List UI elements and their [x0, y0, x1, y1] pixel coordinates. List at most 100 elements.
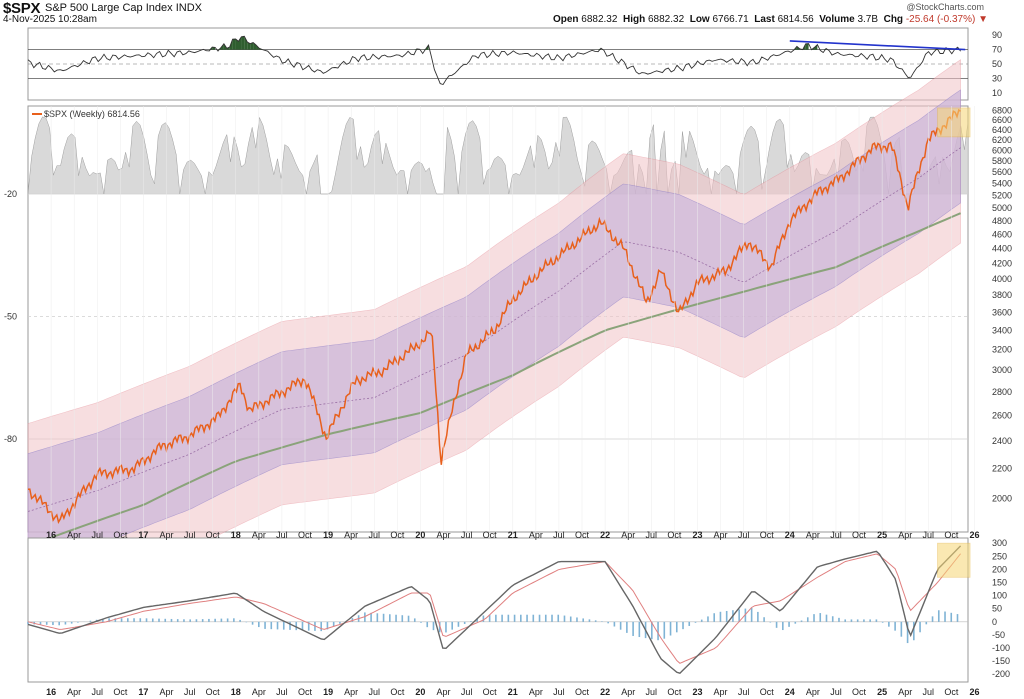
price-tick-label: 4000 [992, 274, 1012, 284]
histogram-bar [139, 618, 142, 622]
x-tick-label-bottom: Jul [923, 687, 935, 697]
low-value: 6766.71 [712, 14, 749, 25]
histogram-bar [258, 621, 260, 628]
x-tick-label-mid: Jul [830, 530, 842, 540]
histogram-bar [108, 618, 110, 622]
x-tick-label-bottom: Oct [298, 687, 313, 697]
histogram-bar [170, 618, 173, 622]
rsi-overbought-fill [247, 42, 251, 50]
histogram-bar [950, 612, 953, 622]
symbol-name: S&P 500 Large Cap Index INDX [45, 2, 202, 14]
histogram-bar [476, 618, 478, 622]
x-tick-label-mid: Apr [621, 530, 635, 540]
histogram-bar [127, 618, 129, 622]
osc-tick-label: -80 [4, 434, 17, 444]
rsi-overbought-fill [238, 36, 242, 50]
price-tick-label: 6400 [992, 125, 1012, 135]
x-tick-label-mid: 21 [508, 530, 518, 540]
x-tick-label-bottom: Jul [553, 687, 565, 697]
histogram-bar [270, 621, 273, 630]
histogram-bar [569, 616, 572, 622]
histogram-bar [463, 621, 466, 624]
watermark: @StockCharts.com [906, 2, 984, 12]
histogram-bar [307, 621, 310, 631]
x-tick-label-bottom: 21 [508, 687, 518, 697]
rsi-overbought-fill [244, 36, 248, 50]
oscillator-panel [27, 537, 969, 683]
low-label: Low [689, 14, 710, 25]
price-tick-label: 3000 [992, 365, 1012, 375]
histogram-bar [201, 619, 204, 622]
price-tick-label: 6000 [992, 145, 1012, 155]
rsi-overbought-fill [241, 36, 245, 50]
histogram-bar [120, 618, 123, 622]
x-tick-label-bottom: Oct [206, 687, 221, 697]
histogram-bar [77, 621, 79, 623]
histogram-bar [220, 618, 223, 622]
x-tick-label-bottom: 22 [600, 687, 610, 697]
osc-tick-label: -20 [4, 189, 17, 199]
x-tick-label-mid: Jul [646, 530, 658, 540]
x-tick-label-mid: 26 [969, 530, 979, 540]
x-tick-label-mid: Apr [437, 530, 451, 540]
histogram-bar [495, 614, 497, 622]
histogram-bar [775, 621, 778, 628]
price-tick-label: 6800 [992, 106, 1012, 116]
histogram-bar [563, 615, 566, 622]
histogram-bar [632, 621, 634, 636]
x-tick-label-bottom: 25 [877, 687, 887, 697]
price-tick-label: 3200 [992, 345, 1012, 355]
quote-line: Open 6882.32 High 6882.32 Low 6766.71 La… [553, 14, 988, 25]
x-tick-label-bottom: Jul [461, 687, 473, 697]
x-tick-label-mid: 16 [46, 530, 56, 540]
histogram-bar [432, 621, 435, 631]
histogram-bar [226, 618, 229, 622]
osc-panel-tick-label: 50 [992, 604, 1002, 614]
x-tick-label-mid: Apr [252, 530, 266, 540]
price-tick-label: 2400 [992, 436, 1012, 446]
histogram-bar [856, 619, 859, 622]
histogram-bar [713, 613, 716, 622]
osc-panel-tick-label: 100 [992, 591, 1007, 601]
histogram-bar [513, 614, 516, 622]
chg-value: -25.64 (-0.37%) [905, 14, 976, 25]
x-tick-label-mid: 20 [415, 530, 425, 540]
histogram-bar [395, 614, 397, 622]
histogram-bar [763, 617, 765, 622]
price-tick-label: 3800 [992, 290, 1012, 300]
price-tick-label: 6600 [992, 115, 1012, 125]
histogram-bar [863, 619, 865, 622]
histogram [27, 607, 959, 644]
histogram-bar [289, 621, 291, 630]
x-tick-label-mid: Oct [575, 530, 590, 540]
x-tick-label-mid: Oct [483, 530, 498, 540]
rsi-tick-label: 30 [992, 73, 1002, 83]
price-tick-label: 6200 [992, 135, 1012, 145]
histogram-bar [838, 617, 840, 622]
histogram-bar [757, 611, 759, 622]
x-tick-label-mid: Jul [276, 530, 288, 540]
histogram-bar [114, 618, 117, 622]
x-tick-label-mid: 19 [323, 530, 333, 540]
histogram-bar [831, 616, 834, 622]
last-label: Last [754, 14, 775, 25]
histogram-bar [825, 614, 828, 622]
histogram-bar [588, 619, 591, 622]
osc-panel-tick-label: 300 [992, 538, 1007, 548]
histogram-bar [725, 610, 728, 622]
histogram-bar [694, 621, 697, 623]
rsi-overbought-fill [232, 39, 236, 50]
rsi-overbought-fill [235, 39, 239, 50]
price-tick-label: 4200 [992, 258, 1012, 268]
histogram-bar [151, 618, 154, 622]
osc-gray-area [28, 116, 968, 194]
osc-panel-tick-label: 200 [992, 564, 1007, 574]
price-tick-label: 4600 [992, 230, 1012, 240]
histogram-bar [675, 621, 678, 633]
price-tick-label: 2000 [992, 494, 1012, 504]
histogram-bar [931, 616, 934, 622]
datetime: 4-Nov-2025 10:28am [3, 14, 97, 25]
x-tick-label-mid: Jul [738, 530, 750, 540]
histogram-bar [214, 618, 216, 622]
histogram-bar [482, 615, 485, 622]
